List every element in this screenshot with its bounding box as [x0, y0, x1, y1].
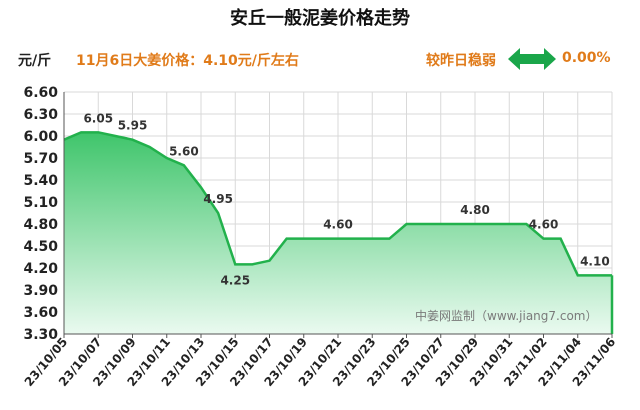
data-label: 5.95 [118, 119, 148, 133]
data-label: 6.05 [83, 111, 113, 125]
y-tick-label: 6.30 [23, 107, 58, 123]
y-tick-label: 6.60 [23, 85, 58, 101]
y-tick-label: 4.20 [23, 261, 58, 277]
y-tick-label: 6.00 [23, 129, 58, 145]
data-labels: 6.05 5.95 5.60 4.95 4.25 4.60 4.80 4.60 4.10 [83, 111, 609, 287]
data-label: 4.25 [220, 273, 250, 287]
area-layer [63, 131, 614, 334]
data-label: 5.60 [169, 144, 199, 158]
data-label: 4.95 [203, 192, 233, 206]
y-tick-label: 4.80 [23, 217, 58, 233]
y-tick-label: 3.30 [23, 327, 58, 343]
trend-value: 0.00% [562, 50, 611, 66]
y-tick-label: 5.40 [23, 173, 58, 189]
data-label: 4.60 [529, 218, 559, 232]
watermark: 中姜网监制（www.jiang7.com） [415, 308, 597, 323]
y-tick-label: 5.10 [23, 195, 58, 211]
data-label: 4.80 [460, 203, 490, 217]
price-note: 11月6日大姜价格：4.10元/斤左右 [76, 53, 299, 69]
chart-title: 安丘一般泥姜价格走势 [230, 8, 410, 29]
price-area [64, 132, 612, 334]
y-tick-label: 4.50 [23, 239, 58, 255]
y-tick-label: 3.60 [23, 305, 58, 321]
trend-label: 较昨日稳弱 [426, 53, 496, 69]
data-label: 4.60 [323, 218, 353, 232]
double-arrow-icon [508, 48, 556, 70]
price-line [63, 131, 612, 277]
unit-label: 元/斤 [18, 53, 52, 69]
data-label: 4.10 [580, 254, 610, 268]
y-tick-label: 5.70 [23, 151, 58, 167]
y-tick-label: 3.90 [23, 283, 58, 299]
